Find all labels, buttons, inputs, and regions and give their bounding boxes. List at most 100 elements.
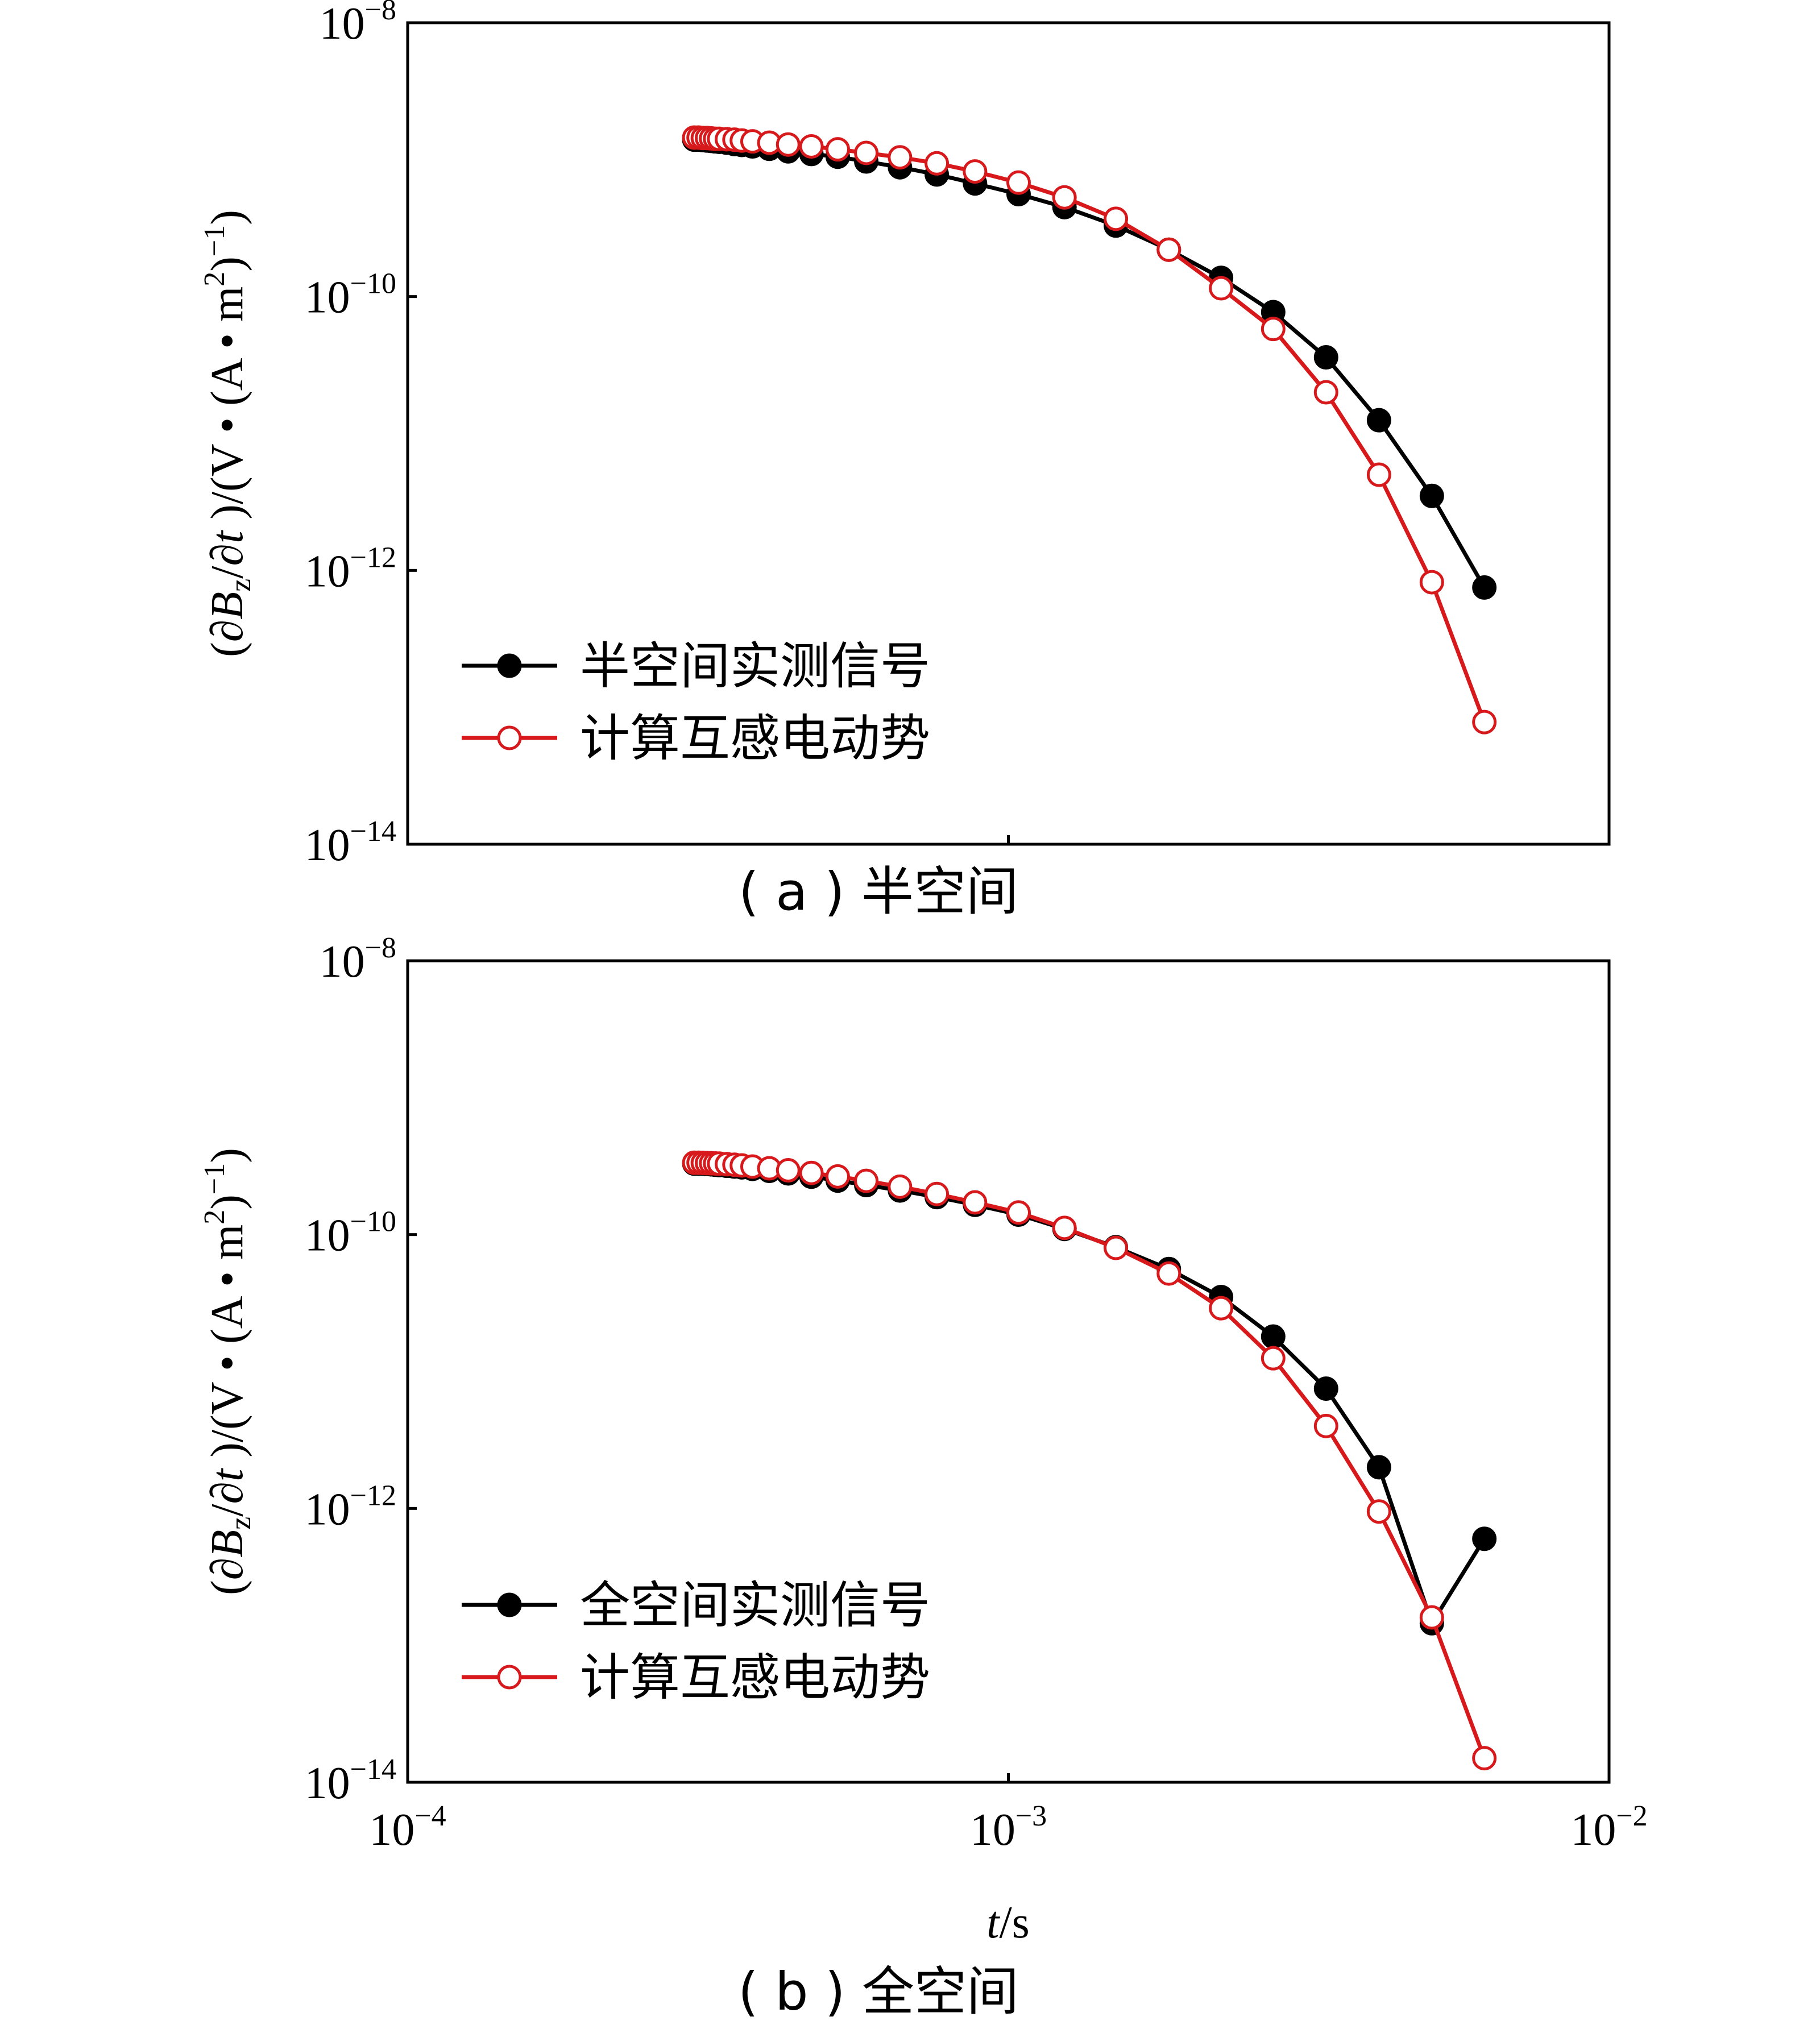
data-point-calc bbox=[776, 1158, 801, 1183]
x-tick-exponent: −4 bbox=[414, 1800, 446, 1832]
data-point-calc bbox=[1209, 1296, 1234, 1321]
ylabel-open: (∂ bbox=[202, 620, 252, 657]
data-point-calc bbox=[825, 1164, 850, 1189]
data-point-calc bbox=[1156, 237, 1181, 262]
y-tick-label: 10−8 bbox=[320, 0, 396, 49]
ylabel-open: (∂ bbox=[202, 1558, 252, 1595]
x-tick-label: 10−4 bbox=[369, 1800, 446, 1855]
legend-a-marker-calc bbox=[497, 725, 522, 750]
y-tick-exponent: −14 bbox=[350, 815, 396, 848]
ylabel-close: )/(V • (A • m bbox=[202, 1225, 252, 1469]
y-tick-base: 10 bbox=[305, 1758, 350, 1808]
data-point-calc bbox=[1052, 1215, 1077, 1240]
x-tick-label: 10−3 bbox=[970, 1800, 1047, 1855]
y-tick-base: 10 bbox=[305, 273, 350, 323]
y-axis-label-b: (∂Bz/∂t )/(V • (A • m2)−1) bbox=[198, 1148, 257, 1595]
data-point-calc bbox=[963, 1190, 988, 1215]
data-point-calc bbox=[1209, 276, 1234, 301]
ylabel-b: B bbox=[202, 592, 252, 620]
y-tick-exponent: −14 bbox=[350, 1753, 396, 1786]
ylabel-t: t bbox=[202, 1468, 252, 1482]
data-point-calc bbox=[1313, 1413, 1338, 1438]
legend-b-marker-measured bbox=[497, 1592, 522, 1617]
y-tick-base: 10 bbox=[305, 1211, 350, 1261]
ylabel-sq: 2 bbox=[198, 272, 231, 287]
panel-b: (∂Bz/∂t )/(V • (A • m2)−1) 10−810−1010−1… bbox=[198, 932, 1648, 2022]
data-point-calc bbox=[1006, 1200, 1031, 1225]
data-point-calc bbox=[1419, 1605, 1444, 1630]
data-point-measured bbox=[1313, 1376, 1338, 1401]
ylabel-b: B bbox=[202, 1530, 252, 1558]
data-point-calc bbox=[1366, 462, 1391, 487]
ylabel-t: t bbox=[202, 530, 252, 543]
ylabel-close: )/(V • (A • m bbox=[202, 287, 252, 531]
y-tick-label: 10−10 bbox=[305, 1206, 396, 1261]
y-tick-base: 10 bbox=[305, 546, 350, 596]
panel-a: (∂Bz/∂t )/(V • (A • m2)−1) 10−810−1010−1… bbox=[198, 0, 1611, 922]
x-tick-exponent: −3 bbox=[1015, 1800, 1047, 1832]
data-point-measured bbox=[1419, 483, 1444, 508]
y-tick-exponent: −8 bbox=[365, 0, 396, 26]
legend-a-label-measured: 半空间实测信号 bbox=[580, 637, 930, 695]
data-point-calc bbox=[1104, 206, 1129, 231]
data-point-calc bbox=[924, 1181, 950, 1206]
y-tick-exponent: −10 bbox=[350, 1206, 396, 1238]
data-point-calc bbox=[1104, 1235, 1129, 1260]
legend-b-label-measured: 全空间实测信号 bbox=[580, 1576, 930, 1634]
x-tick-base: 10 bbox=[970, 1805, 1015, 1855]
ylabel-sub-z: z bbox=[225, 579, 257, 592]
y-tick-label: 10−14 bbox=[305, 815, 396, 870]
legend-a-marker-measured bbox=[497, 653, 522, 678]
y-tick-label: 10−12 bbox=[305, 1479, 396, 1534]
svg-text:(∂Bz/∂t )/(V • (A • m2)−1): (∂Bz/∂t )/(V • (A • m2)−1) bbox=[198, 1148, 257, 1595]
y-tick-label: 10−10 bbox=[305, 268, 396, 323]
y-tick-base: 10 bbox=[320, 937, 365, 987]
ylabel-end2: ) bbox=[202, 1148, 252, 1163]
data-point-calc bbox=[924, 151, 950, 176]
data-point-calc bbox=[888, 145, 913, 170]
ylabel-sq: 2 bbox=[198, 1210, 231, 1225]
x-tick-base: 10 bbox=[1570, 1805, 1616, 1855]
ylabel-end: ) bbox=[202, 1194, 252, 1210]
x-tick-exponent: −2 bbox=[1616, 1800, 1647, 1832]
caption-a: ( a ) 半空间 bbox=[739, 861, 1018, 922]
legend-b-label-calc: 计算互感电动势 bbox=[580, 1648, 930, 1707]
y-tick-label: 10−8 bbox=[320, 932, 396, 987]
data-point-measured bbox=[1313, 345, 1338, 370]
xlabel-unit: /s bbox=[999, 1898, 1029, 1948]
y-tick-exponent: −12 bbox=[350, 1479, 396, 1512]
legend-a: 半空间实测信号 计算互感电动势 bbox=[462, 637, 930, 767]
data-point-measured bbox=[1472, 1526, 1497, 1551]
svg-text:(∂Bz/∂t )/(V • (A • m2)−1): (∂Bz/∂t )/(V • (A • m2)−1) bbox=[198, 210, 257, 657]
ylabel-inv: −1 bbox=[198, 1163, 231, 1194]
y-tick-exponent: −10 bbox=[350, 268, 396, 300]
y-tick-exponent: −12 bbox=[350, 541, 396, 574]
y-tick-label: 10−12 bbox=[305, 541, 396, 596]
y-tick-exponent: −8 bbox=[365, 932, 396, 964]
legend-b: 全空间实测信号 计算互感电动势 bbox=[462, 1576, 930, 1707]
x-tick-base: 10 bbox=[369, 1805, 414, 1855]
caption-b: ( b ) 全空间 bbox=[738, 1961, 1019, 2022]
data-point-calc bbox=[1472, 1746, 1497, 1771]
data-point-calc bbox=[854, 140, 879, 165]
legend-b-marker-calc bbox=[497, 1665, 522, 1690]
data-point-calc bbox=[1052, 185, 1077, 210]
data-point-calc bbox=[1156, 1261, 1181, 1286]
data-point-measured bbox=[1366, 408, 1391, 433]
series-a bbox=[682, 125, 1497, 735]
data-point-calc bbox=[799, 1160, 824, 1185]
ylabel-sub-z: z bbox=[225, 1517, 257, 1530]
data-point-calc bbox=[1261, 1346, 1286, 1371]
ylabel-mid: /∂ bbox=[202, 1482, 252, 1517]
series-b bbox=[682, 1150, 1497, 1771]
xlabel-t: t bbox=[986, 1898, 1000, 1948]
data-point-calc bbox=[1261, 317, 1286, 342]
data-point-calc bbox=[1006, 170, 1031, 195]
data-point-calc bbox=[1366, 1499, 1391, 1524]
x-axis-label: t/s bbox=[986, 1898, 1030, 1948]
y-tick-base: 10 bbox=[320, 0, 365, 49]
data-point-measured bbox=[1261, 1324, 1286, 1349]
